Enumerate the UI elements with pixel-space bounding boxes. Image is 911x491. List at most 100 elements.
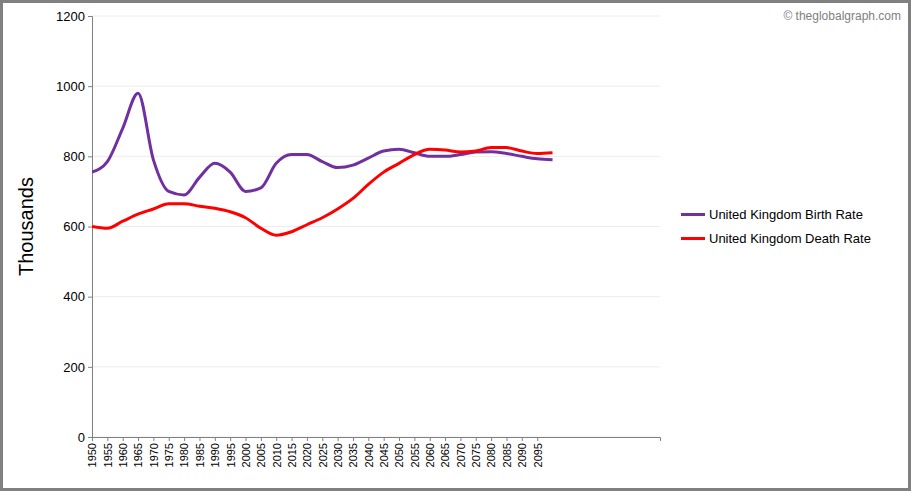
x-tick-label: 2000 — [240, 443, 252, 467]
x-tick-label: 2095 — [532, 443, 544, 467]
x-tick-mark — [246, 437, 247, 441]
x-tick: 2015 — [286, 437, 298, 467]
y-tick-label: 1200 — [56, 9, 85, 24]
x-tick-mark — [476, 437, 477, 441]
x-tick: 2075 — [470, 437, 482, 467]
grid-line — [92, 226, 660, 227]
x-tick: 2045 — [378, 437, 390, 467]
y-tick-label: 0 — [78, 430, 85, 445]
y-tick-mark — [88, 16, 92, 17]
x-tick-label: 1955 — [102, 443, 114, 467]
x-tick-label: 2080 — [485, 443, 497, 467]
x-tick-mark — [138, 437, 139, 441]
x-tick-label: 2050 — [393, 443, 405, 467]
x-tick-mark — [276, 437, 277, 441]
x-tick-label: 2010 — [271, 443, 283, 467]
y-tick: 600 — [63, 219, 92, 234]
x-tick: 2060 — [424, 437, 436, 467]
x-tick-label: 1965 — [132, 443, 144, 467]
y-tick: 1000 — [56, 79, 92, 94]
x-tick-mark — [169, 437, 170, 441]
y-tick-mark — [88, 156, 92, 157]
x-tick-label: 2035 — [347, 443, 359, 467]
x-tick-label: 2085 — [501, 443, 513, 467]
x-tick-mark — [353, 437, 354, 441]
grid-line — [92, 366, 660, 367]
x-tick-mark — [199, 437, 200, 441]
x-tick-mark — [338, 437, 339, 441]
x-tick: 2055 — [409, 437, 421, 467]
x-tick: 2030 — [332, 437, 344, 467]
x-tick-label: 2015 — [286, 443, 298, 467]
y-axis-line — [88, 17, 93, 438]
x-tick-label: 1985 — [194, 443, 206, 467]
x-tick: 1950 — [86, 437, 98, 467]
x-tick-mark — [506, 437, 507, 441]
x-tick-label: 1990 — [209, 443, 221, 467]
x-tick: 1955 — [102, 437, 114, 467]
x-tick-label: 2065 — [439, 443, 451, 467]
y-tick-label: 200 — [63, 359, 85, 374]
x-tick-label: 1980 — [178, 443, 190, 467]
x-tick: 2065 — [439, 437, 451, 467]
grid-line — [92, 16, 660, 17]
x-tick-mark — [307, 437, 308, 441]
x-tick-label: 2090 — [516, 443, 528, 467]
x-axis: 1950 195519601965 197019751980 19851990 1995… — [86, 437, 660, 467]
x-tick: 2000 — [240, 437, 252, 467]
y-tick-mark — [88, 227, 92, 228]
x-tick-label: 2060 — [424, 443, 436, 467]
x-tick: 2040 — [363, 437, 375, 467]
y-tick: 0 — [78, 430, 92, 445]
x-tick: 2095 — [532, 437, 544, 467]
x-tick-mark — [292, 437, 293, 441]
y-axis-title: Thousands — [15, 177, 37, 276]
x-tick-mark — [153, 437, 154, 441]
x-tick: 1960 — [117, 437, 129, 467]
y-tick-mark — [88, 367, 92, 368]
y-tick-mark — [88, 437, 92, 438]
x-tick-mark — [261, 437, 262, 441]
frame — [2, 2, 910, 490]
y-tick-label: 400 — [63, 289, 85, 304]
x-tick-label: 2055 — [409, 443, 421, 467]
y-tick-label: 600 — [63, 219, 85, 234]
y-tick: 800 — [63, 149, 92, 164]
y-tick: 400 — [63, 289, 92, 304]
x-tick: 2050 — [393, 437, 405, 467]
x-tick: 1995 — [225, 437, 237, 467]
x-tick-mark — [215, 437, 216, 441]
x-tick-mark — [368, 437, 369, 441]
x-tick: 2085 — [501, 437, 513, 467]
x-tick-label: 1960 — [117, 443, 129, 467]
grid-line — [92, 86, 660, 87]
x-tick-mark — [322, 437, 323, 441]
x-tick-label: 2020 — [301, 443, 313, 467]
x-tick: 1965 — [132, 437, 144, 467]
x-tick-mark — [414, 437, 415, 441]
x-tick: 2025 — [317, 437, 329, 467]
y-axis: 0 200 400 600 800 1000 1200 — [56, 9, 92, 445]
x-tick-mark — [123, 437, 124, 441]
series-line — [92, 148, 553, 236]
x-tick-label: 1950 — [86, 443, 98, 467]
grid-line — [92, 156, 660, 157]
x-tick: 1985 — [194, 437, 206, 467]
x-tick: 2035 — [347, 437, 359, 467]
x-tick-mark — [399, 437, 400, 441]
legend-label: United Kingdom Death Rate — [709, 231, 871, 246]
chart: 0 200 400 600 800 1000 1200 1950 195519601965 197… — [0, 0, 911, 491]
x-tick: 2010 — [271, 437, 283, 467]
x-tick-mark — [92, 437, 93, 441]
x-tick: 1980 — [178, 437, 190, 467]
x-tick: 1975 — [163, 437, 175, 467]
x-tick: 1990 — [209, 437, 221, 467]
x-tick-label: 2075 — [470, 443, 482, 467]
x-tick-label: 1970 — [148, 443, 160, 467]
x-tick-mark — [230, 437, 231, 441]
x-tick-label: 2030 — [332, 443, 344, 467]
x-tick-mark — [184, 437, 185, 441]
x-tick-mark — [460, 437, 461, 441]
x-tick: 2080 — [485, 437, 497, 467]
legend-swatch — [681, 237, 705, 240]
